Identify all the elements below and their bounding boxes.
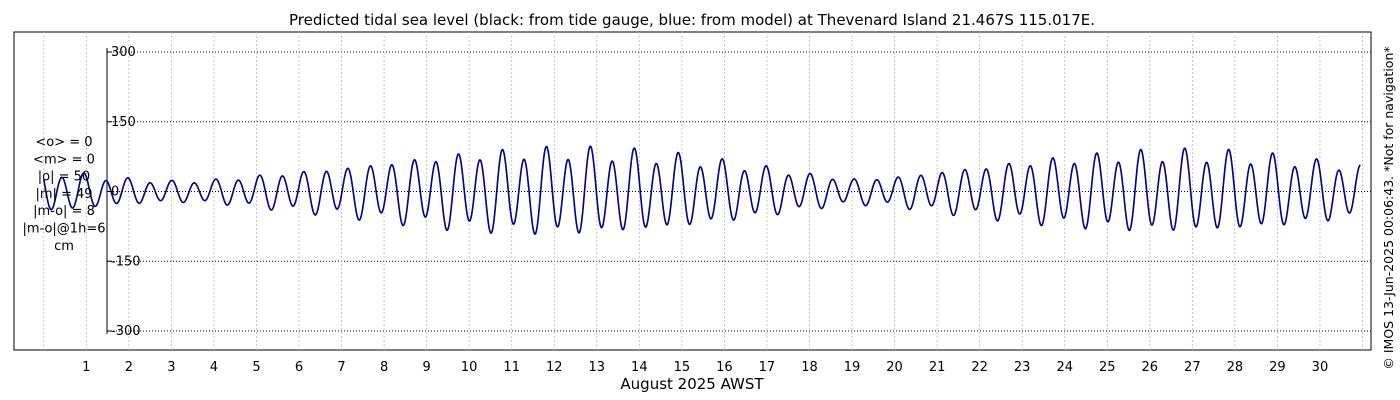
x-tick-label: 9 [422,360,430,375]
x-tick-label: 29 [1269,360,1286,375]
x-tick-label: 1 [82,360,90,375]
x-tick-label: 7 [337,360,345,375]
x-tick-label: 27 [1184,360,1201,375]
stats-line: |m-o| = 8 [33,204,95,219]
y-tick-label: 150 [111,115,136,130]
x-tick-label: 19 [844,360,861,375]
chart-title: Predicted tidal sea level (black: from t… [289,11,1095,29]
x-tick-label: 26 [1142,360,1159,375]
x-tick-label: 4 [210,360,218,375]
x-tick-label: 20 [886,360,903,375]
y-ticks: 300 150 0 -150 -300 [107,45,141,339]
x-tick-label: 28 [1227,360,1244,375]
x-tick-label: 22 [971,360,988,375]
x-tick-label: 24 [1056,360,1073,375]
x-tick-label: 25 [1099,360,1116,375]
x-tick-label: 12 [546,360,563,375]
x-tick-label: 21 [929,360,946,375]
gauge-series-line [42,145,1361,235]
y-tick-label: -150 [111,254,141,269]
stats-line: |m| = 49 [35,187,92,202]
x-tick-label: 5 [252,360,260,375]
x-tick-label: 13 [589,360,606,375]
grid-lines [43,32,1371,350]
stats-line: <m> = 0 [33,152,95,167]
x-tick-label: 2 [125,360,133,375]
x-ticks: 1 2 3 4 5 6 7 8 9 10 11 12 13 14 15 16 17 18 19 20 21 22 23 24 2… [82,360,1328,375]
model-series-line [43,145,1361,235]
y-tick-label: 0 [111,185,119,200]
series-lines [42,145,1361,235]
x-tick-label: 14 [631,360,648,375]
stats-block: <o> = 0 <m> = 0 |o| = 50 |m| = 49 |m-o| = 8 |… [23,135,106,254]
x-tick-label: 15 [674,360,691,375]
x-tick-label: 18 [801,360,818,375]
y-tick-label: 300 [111,45,136,60]
x-tick-label: 16 [716,360,733,375]
x-tick-label: 10 [461,360,478,375]
credit-note: © IMOS 13-Jun-2025 00:06:43. *Not for na… [1381,46,1396,369]
stats-line: |m-o|@1h=6 [23,222,106,237]
x-tick-label: 17 [759,360,776,375]
x-tick-label: 11 [503,360,520,375]
x-tick-label: 23 [1014,360,1031,375]
stats-line: <o> = 0 [35,135,92,150]
x-tick-label: 8 [380,360,388,375]
x-tick-label: 6 [295,360,303,375]
stats-line: |o| = 50 [38,170,90,185]
stats-line: cm [54,239,74,254]
x-tick-label: 30 [1312,360,1329,375]
x-tick-label: 3 [167,360,175,375]
x-axis-label: August 2025 AWST [620,375,764,393]
y-tick-label: -300 [111,324,141,339]
